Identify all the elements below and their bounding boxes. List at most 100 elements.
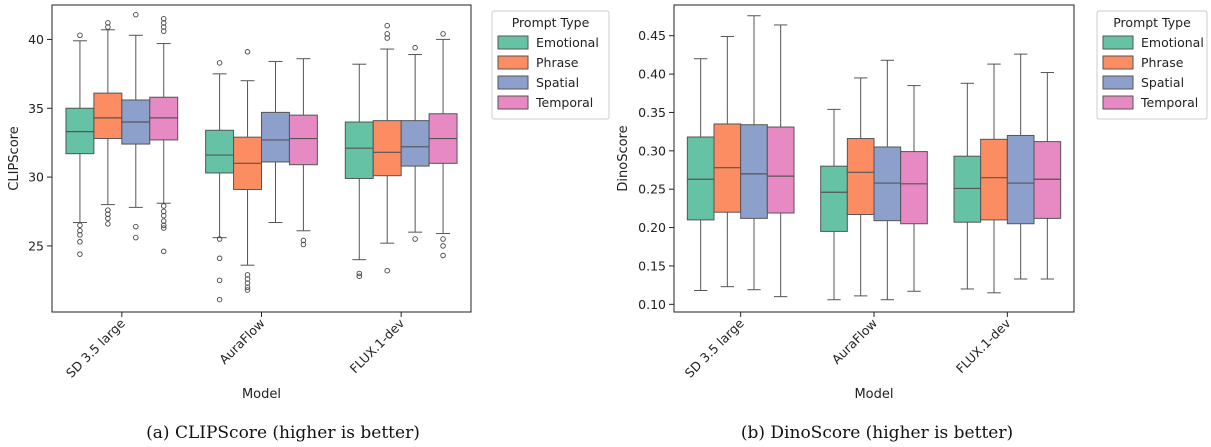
box-phrase-flux-1-dev [980, 138, 1008, 221]
flier-phrase-flux-1-dev [384, 31, 390, 37]
flier-temporal-flux-1-dev [440, 243, 446, 249]
legend-swatch-emotional [1102, 35, 1134, 50]
legend-title: Prompt Type [512, 15, 590, 30]
legend-label-spatial: Spatial [536, 75, 579, 90]
x-tick-label-flux-1-dev: FLUX.1-dev [347, 315, 408, 376]
legend-swatch-phrase [1102, 55, 1134, 70]
legend-label-phrase: Phrase [536, 55, 579, 70]
x-tick-label-flux-1-dev: FLUX.1-dev [953, 315, 1014, 376]
flier-spatial-flux-1-dev [412, 44, 418, 51]
box-temporal-auraflow [900, 151, 928, 225]
legend-swatch-spatial [1102, 75, 1134, 90]
caption-b: (b) DinoScore (higher is better) [741, 423, 1013, 443]
caption-a: (a) CLIPScore (higher is better) [146, 423, 420, 443]
box-emotional-auraflow [205, 129, 235, 174]
box-emotional-sd-3-5-large [686, 136, 715, 221]
flier-phrase-auraflow [244, 284, 251, 290]
flier-phrase-flux-1-dev [384, 22, 390, 29]
flier-phrase-flux-1-dev [384, 35, 390, 41]
flier-phrase-sd-3-5-large [105, 221, 111, 227]
flier-emotional-auraflow [216, 277, 223, 284]
legend-label-emotional: Emotional [1141, 35, 1204, 50]
legend-title: Prompt Type [1113, 15, 1191, 30]
box-temporal-auraflow [288, 114, 318, 166]
chart-clipscore: 25 30 35 40 CLIPScore SD 3.5 large AuraFlow FLU… [7, 4, 610, 402]
flier-emotional-flux-1-dev [356, 273, 363, 279]
y-tick-label: 40 [28, 32, 44, 47]
legend-label-temporal: Temporal [535, 95, 593, 110]
flier-phrase-sd-3-5-large [105, 215, 111, 222]
flier-temporal-sd-3-5-large [160, 212, 167, 219]
y-axis-label: DinoScore [616, 125, 631, 191]
legend-swatch-temporal [1102, 95, 1134, 110]
y-tick-label: 0.25 [638, 182, 666, 197]
flier-temporal-sd-3-5-large [160, 203, 167, 209]
legend-swatch-emotional [497, 35, 529, 50]
box-temporal-sd-3-5-large [149, 96, 179, 141]
flier-phrase-auraflow [244, 280, 251, 286]
flier-spatial-flux-1-dev [412, 236, 418, 242]
chart-dinoscore: 0.10 0.15 0.20 0.25 0.30 0.35 0.40 0.45 DinoScor… [616, 4, 1208, 402]
box-phrase-sd-3-5-large [93, 92, 123, 140]
flier-temporal-sd-3-5-large [160, 218, 167, 224]
flier-emotional-sd-3-5-large [77, 32, 83, 39]
y-tick-label: 0.30 [638, 143, 666, 158]
legend-label-spatial: Spatial [1141, 75, 1184, 90]
y-tick-label: 0.45 [638, 28, 666, 43]
x-axis-label: Model [854, 387, 893, 402]
legend-swatch-spatial [497, 75, 529, 90]
box-spatial-flux-1-dev [1006, 134, 1035, 225]
x-tick-label-auraflow: AuraFlow [216, 316, 267, 367]
flier-phrase-sd-3-5-large [105, 211, 111, 218]
flier-temporal-auraflow [300, 241, 307, 248]
box-phrase-auraflow [846, 138, 875, 216]
y-tick-label: 0.35 [638, 105, 666, 120]
x-tick-label-auraflow: AuraFlow [829, 316, 880, 367]
y-tick-label: 0.10 [638, 297, 666, 312]
x-tick-label-sd-3-5-large: SD 3.5 large [63, 315, 128, 380]
flier-spatial-sd-3-5-large [133, 223, 139, 230]
box-temporal-flux-1-dev [1033, 141, 1062, 219]
flier-emotional-auraflow [216, 296, 223, 303]
flier-emotional-sd-3-5-large [77, 251, 83, 257]
flier-phrase-flux-1-dev [384, 267, 390, 274]
legend-swatch-temporal [497, 95, 529, 110]
flier-emotional-sd-3-5-large [77, 222, 83, 229]
flier-temporal-sd-3-5-large [160, 24, 167, 30]
flier-phrase-auraflow [244, 287, 251, 293]
flier-temporal-auraflow [300, 237, 307, 244]
flier-temporal-flux-1-dev [440, 236, 446, 242]
legend-label-temporal: Temporal [1140, 95, 1198, 110]
flier-emotional-auraflow [216, 60, 223, 66]
flier-temporal-sd-3-5-large [160, 222, 167, 229]
flier-temporal-sd-3-5-large [160, 20, 167, 26]
legend-swatch-phrase [497, 55, 529, 70]
box-emotional-flux-1-dev [953, 155, 982, 223]
box-spatial-auraflow [873, 146, 902, 222]
box-temporal-sd-3-5-large [766, 126, 795, 214]
legend-label-phrase: Phrase [1141, 55, 1184, 70]
flier-phrase-sd-3-5-large [105, 24, 111, 30]
x-axis-label: Model [242, 387, 281, 402]
flier-emotional-flux-1-dev [356, 270, 363, 277]
flier-temporal-sd-3-5-large [160, 208, 167, 215]
flier-temporal-sd-3-5-large [160, 225, 167, 231]
y-tick-label: 35 [28, 101, 44, 116]
flier-emotional-sd-3-5-large [77, 239, 83, 245]
flier-temporal-sd-3-5-large [160, 16, 167, 22]
y-tick-label: 0.20 [638, 220, 666, 235]
flier-phrase-sd-3-5-large [105, 207, 111, 213]
flier-phrase-auraflow [244, 49, 251, 55]
box-emotional-sd-3-5-large [65, 107, 95, 155]
box-spatial-flux-1-dev [400, 120, 430, 167]
box-emotional-auraflow [820, 165, 848, 232]
flier-spatial-sd-3-5-large [133, 234, 139, 241]
flier-phrase-sd-3-5-large [105, 20, 111, 26]
flier-temporal-flux-1-dev [440, 31, 446, 37]
y-tick-label: 30 [28, 170, 44, 185]
flier-temporal-sd-3-5-large [160, 28, 167, 34]
y-tick-label: 25 [28, 238, 44, 253]
y-axis-label: CLIPScore [7, 126, 22, 190]
flier-phrase-auraflow [244, 272, 251, 278]
